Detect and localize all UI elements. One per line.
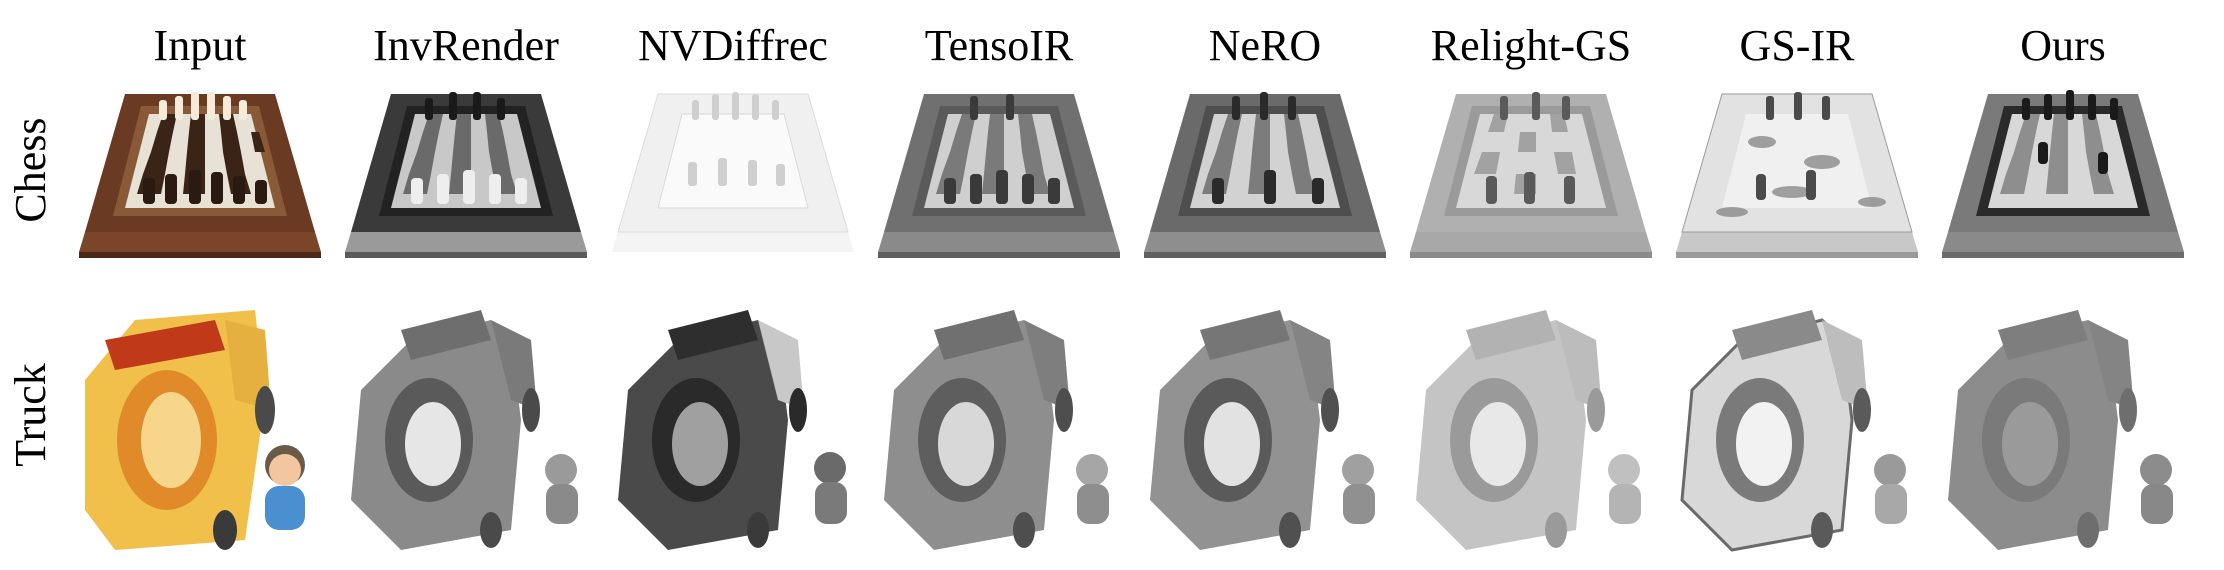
- column-header-input: Input: [153, 21, 247, 70]
- column-header-relight-gs: Relight-GS: [1430, 21, 1632, 70]
- chess-ours-image: [1938, 82, 2188, 258]
- row-label-truck: Truck: [6, 363, 55, 467]
- chess-nvdiffrec-image: [608, 82, 858, 258]
- chess-nero-image: [1140, 82, 1390, 258]
- truck-nero-image: [1140, 300, 1390, 552]
- chess-input-image: [75, 82, 325, 258]
- truck-relight-gs-image: [1406, 300, 1656, 552]
- row-label-chess: Chess: [6, 117, 55, 223]
- column-header-ours: Ours: [2020, 21, 2106, 70]
- chess-tensoir-image: [874, 82, 1124, 258]
- column-header-nvdiffrec: NVDiffrec: [638, 21, 828, 70]
- truck-ours-image: [1938, 300, 2188, 552]
- chess-gs-ir-image: [1672, 82, 1922, 258]
- chess-invrender-image: [341, 82, 591, 258]
- truck-nvdiffrec-image: [608, 300, 858, 552]
- truck-tensoir-image: [874, 300, 1124, 552]
- column-header-tensoir: TensoIR: [924, 21, 1074, 70]
- column-header-invrender: InvRender: [373, 21, 559, 70]
- truck-gs-ir-image: [1672, 300, 1922, 552]
- chess-relight-gs-image: [1406, 82, 1656, 258]
- truck-input-image: [75, 300, 325, 552]
- truck-invrender-image: [341, 300, 591, 552]
- column-header-gs-ir: GS-IR: [1739, 21, 1855, 70]
- column-header-nero: NeRO: [1208, 21, 1322, 70]
